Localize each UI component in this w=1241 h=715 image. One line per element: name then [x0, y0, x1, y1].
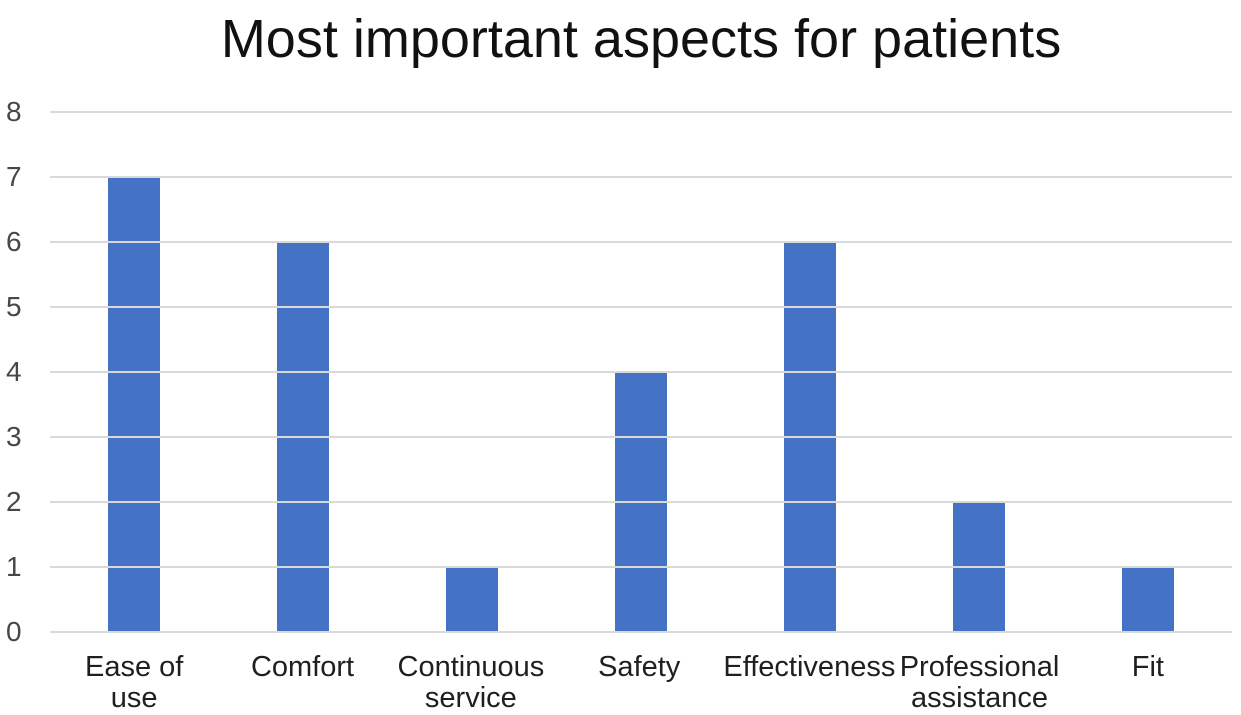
y-tick-label-5: 5 [6, 291, 22, 322]
grid-line-8 [50, 111, 1232, 113]
bar-slot-0 [50, 112, 219, 632]
bar-fit [1121, 567, 1174, 632]
chart-title: Most important aspects for patients [220, 9, 1062, 69]
category-label-continuous-service: Continuous service [397, 651, 545, 715]
y-tick-label-2: 2 [6, 486, 22, 517]
y-axis: 0 1 2 3 4 5 6 7 8 [2, 97, 46, 647]
grid-line-7 [50, 176, 1232, 178]
grid-line-5 [50, 306, 1232, 308]
y-tick-label-3: 3 [6, 421, 22, 452]
bar-continuous-service [446, 567, 499, 632]
category-label-safety: Safety [598, 651, 681, 683]
bar-slot-6 [1063, 112, 1232, 632]
category-label-ease-of-use: Ease of use [85, 651, 184, 715]
grid-line-3 [50, 436, 1232, 438]
bar-ease-of-use [108, 177, 161, 632]
category-label-fit: Fit [1131, 651, 1164, 683]
grid-line-2 [50, 501, 1232, 503]
y-tick-label-1: 1 [6, 551, 22, 582]
grid-line-1 [50, 566, 1232, 568]
y-tick-label-0: 0 [6, 616, 22, 647]
y-tick-label-7: 7 [6, 161, 22, 192]
category-label-comfort: Comfort [250, 651, 355, 683]
plot-area [50, 111, 1232, 633]
bar-slot-2 [388, 112, 557, 632]
x-axis-labels: Ease of use Comfort Continuous service Safe… [50, 651, 1232, 715]
category-label-effectiveness: Effectiveness [723, 651, 896, 683]
grid-line-4 [50, 371, 1232, 373]
category-label-professional-assistance: Professional assistance [899, 651, 1060, 715]
y-tick-label-8: 8 [6, 96, 22, 127]
grid-line-0 [50, 631, 1232, 633]
grid-line-6 [50, 241, 1232, 243]
y-tick-label-4: 4 [6, 356, 22, 387]
y-tick-label-6: 6 [6, 226, 22, 257]
